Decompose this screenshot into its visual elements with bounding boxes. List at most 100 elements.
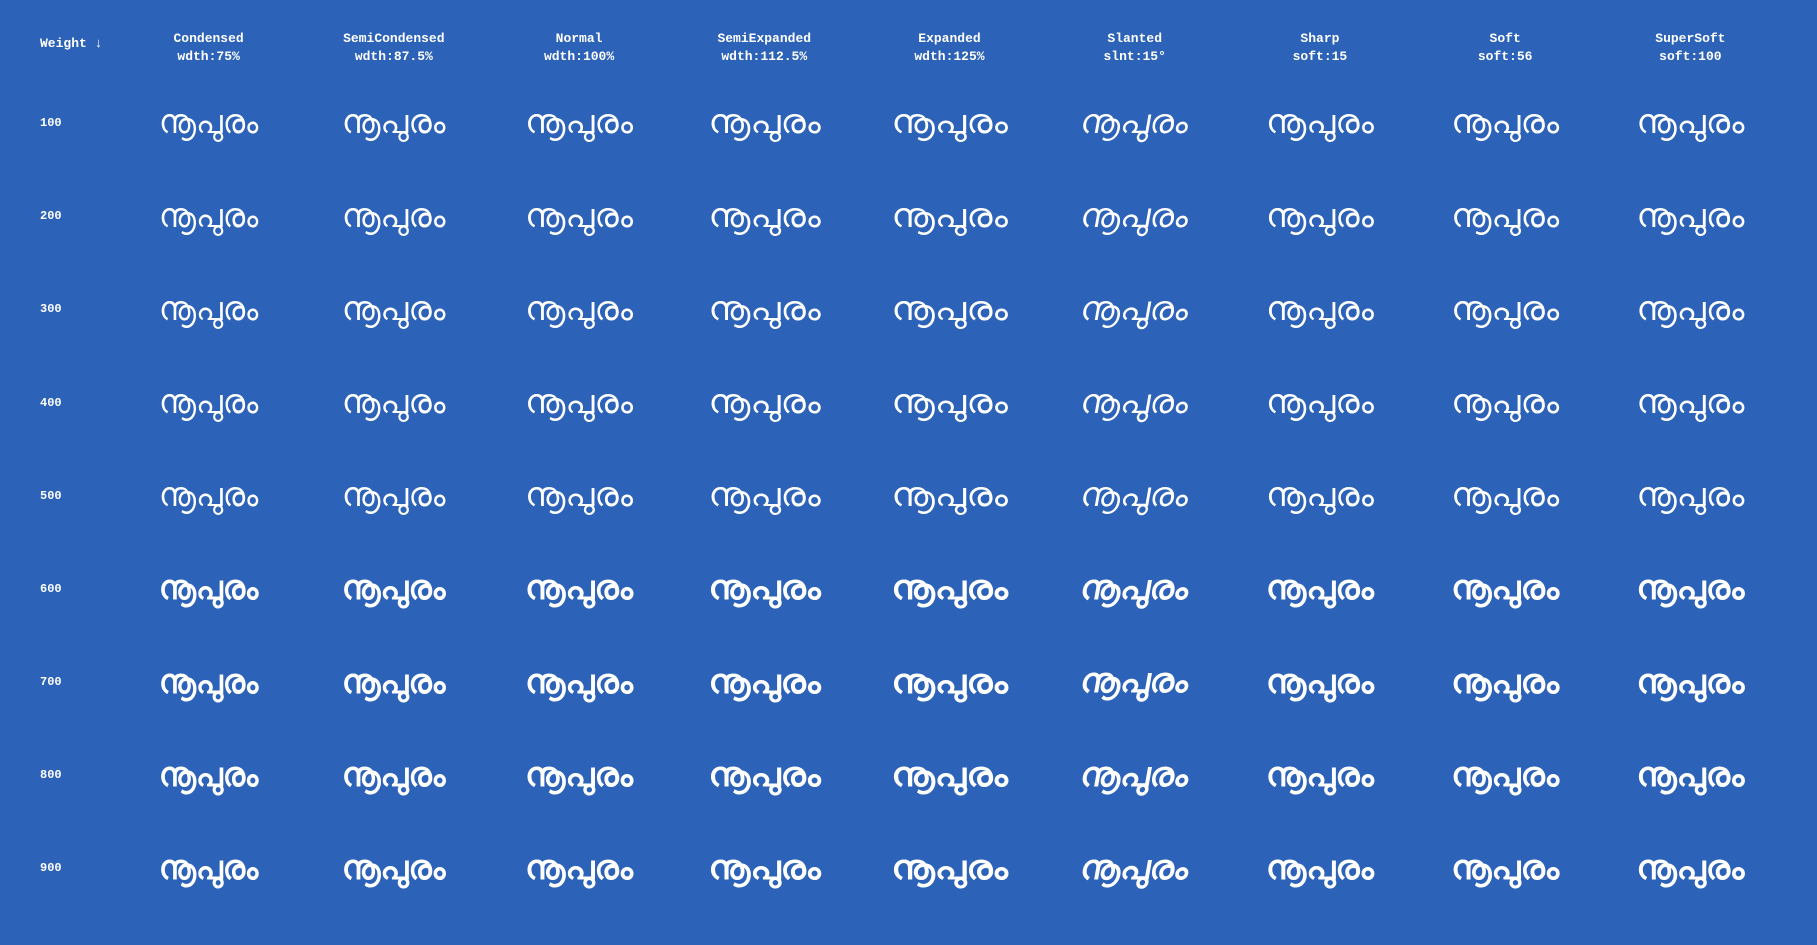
specimen-cell: നൂപുരം bbox=[674, 263, 854, 356]
specimen-cell: നൂപുരം bbox=[311, 76, 477, 169]
specimen-cell: നൂപുരം bbox=[1040, 542, 1230, 635]
specimen-cell: നൂപുരം bbox=[856, 356, 1043, 449]
row-header-300: 300 bbox=[40, 263, 110, 356]
specimen-cell: നൂപുരം bbox=[674, 449, 854, 542]
specimen-cell: നൂപുരം bbox=[1604, 729, 1777, 822]
specimen-cell: നൂപുരം bbox=[129, 170, 288, 263]
specimen-cell: നൂപുരം bbox=[1040, 356, 1230, 449]
specimen-cell: നൂപുരം bbox=[1233, 449, 1406, 542]
col-header-expanded: Expandedwdth:125% bbox=[863, 30, 1036, 76]
specimen-cell: നൂപുരം bbox=[129, 263, 288, 356]
col-subtitle: soft:100 bbox=[1604, 48, 1777, 66]
specimen-cell: നൂപുരം bbox=[1040, 449, 1230, 542]
specimen-cell: നൂപുരം bbox=[1040, 729, 1230, 822]
specimen-cell: നൂപുരം bbox=[492, 170, 665, 263]
specimen-cell: നൂപുരം bbox=[1604, 542, 1777, 635]
col-subtitle: wdth:87.5% bbox=[307, 48, 480, 66]
specimen-cell: നൂപുരം bbox=[311, 542, 477, 635]
col-header-semicondensed: SemiCondensedwdth:87.5% bbox=[307, 30, 480, 76]
specimen-cell: നൂപുരം bbox=[674, 635, 854, 728]
specimen-cell: നൂപുരം bbox=[856, 822, 1043, 915]
col-title: Slanted bbox=[1048, 30, 1221, 48]
specimen-cell: നൂപുരം bbox=[129, 449, 288, 542]
col-subtitle: wdth:100% bbox=[492, 48, 665, 66]
specimen-cell: നൂപുരം bbox=[1419, 449, 1592, 542]
specimen-cell: നൂപുരം bbox=[674, 729, 854, 822]
specimen-cell: നൂപുരം bbox=[674, 822, 854, 915]
specimen-cell: നൂപുരം bbox=[492, 356, 665, 449]
col-title: SemiExpanded bbox=[678, 30, 851, 48]
specimen-cell: നൂപുരം bbox=[1040, 822, 1230, 915]
specimen-cell: നൂപുരം bbox=[1233, 356, 1406, 449]
col-header-semiexpanded: SemiExpandedwdth:112.5% bbox=[678, 30, 851, 76]
row-header-700: 700 bbox=[40, 635, 110, 728]
specimen-cell: നൂപുരം bbox=[311, 170, 477, 263]
col-subtitle: slnt:15° bbox=[1048, 48, 1221, 66]
specimen-cell: നൂപുരം bbox=[1419, 822, 1592, 915]
col-subtitle: soft:15 bbox=[1233, 48, 1406, 66]
specimen-cell: നൂപുരം bbox=[674, 356, 854, 449]
specimen-cell: നൂപുരം bbox=[311, 822, 477, 915]
specimen-cell: നൂപുരം bbox=[311, 449, 477, 542]
col-header-condensed: Condensedwdth:75% bbox=[122, 30, 295, 76]
row-header-500: 500 bbox=[40, 449, 110, 542]
specimen-cell: നൂപുരം bbox=[1233, 729, 1406, 822]
col-header-sharp: Sharpsoft:15 bbox=[1233, 30, 1406, 76]
col-title: Normal bbox=[492, 30, 665, 48]
row-header-200: 200 bbox=[40, 170, 110, 263]
specimen-cell: നൂപുരം bbox=[1233, 635, 1406, 728]
specimen-cell: നൂപുരം bbox=[1233, 542, 1406, 635]
specimen-cell: നൂപുരം bbox=[1604, 635, 1777, 728]
col-title: Expanded bbox=[863, 30, 1036, 48]
row-header-800: 800 bbox=[40, 729, 110, 822]
specimen-cell: നൂപുരം bbox=[129, 356, 288, 449]
col-title: Condensed bbox=[122, 30, 295, 48]
specimen-cell: നൂപുരം bbox=[856, 449, 1043, 542]
specimen-cell: നൂപുരം bbox=[492, 635, 665, 728]
col-subtitle: wdth:125% bbox=[863, 48, 1036, 66]
specimen-cell: നൂപുരം bbox=[1233, 76, 1406, 169]
specimen-cell: നൂപുരം bbox=[856, 635, 1043, 728]
specimen-cell: നൂപുരം bbox=[856, 729, 1043, 822]
specimen-cell: നൂപുരം bbox=[129, 822, 288, 915]
specimen-cell: നൂപുരം bbox=[129, 76, 288, 169]
specimen-cell: നൂപുരം bbox=[311, 635, 477, 728]
col-title: SuperSoft bbox=[1604, 30, 1777, 48]
specimen-cell: നൂപുരം bbox=[492, 729, 665, 822]
specimen-cell: നൂപുരം bbox=[1604, 76, 1777, 169]
specimen-cell: നൂപുരം bbox=[856, 542, 1043, 635]
specimen-cell: നൂപുരം bbox=[1419, 263, 1592, 356]
specimen-cell: നൂപുരം bbox=[1419, 170, 1592, 263]
specimen-cell: നൂപുരം bbox=[856, 170, 1043, 263]
specimen-cell: നൂപുരം bbox=[674, 76, 854, 169]
specimen-cell: നൂപുരം bbox=[311, 356, 477, 449]
specimen-cell: നൂപുരം bbox=[674, 170, 854, 263]
font-specimen-grid: Weight ↓ Condensedwdth:75%SemiCondensedw… bbox=[40, 30, 1777, 915]
specimen-cell: നൂപുരം bbox=[1040, 263, 1230, 356]
specimen-cell: നൂപുരം bbox=[1419, 729, 1592, 822]
col-title: Sharp bbox=[1233, 30, 1406, 48]
specimen-cell: നൂപുരം bbox=[1233, 263, 1406, 356]
specimen-cell: നൂപുരം bbox=[1419, 542, 1592, 635]
col-header-normal: Normalwdth:100% bbox=[492, 30, 665, 76]
col-header-slanted: Slantedslnt:15° bbox=[1048, 30, 1221, 76]
specimen-cell: നൂപുരം bbox=[1604, 263, 1777, 356]
specimen-cell: നൂപുരം bbox=[1604, 356, 1777, 449]
specimen-cell: നൂപുരം bbox=[311, 263, 477, 356]
specimen-cell: നൂപുരം bbox=[1604, 822, 1777, 915]
row-header-600: 600 bbox=[40, 542, 110, 635]
specimen-cell: നൂപുരം bbox=[674, 542, 854, 635]
col-subtitle: wdth:75% bbox=[122, 48, 295, 66]
specimen-cell: നൂപുരം bbox=[1233, 170, 1406, 263]
specimen-cell: നൂപുരം bbox=[129, 635, 288, 728]
specimen-cell: നൂപുരം bbox=[492, 263, 665, 356]
specimen-cell: നൂപുരം bbox=[492, 542, 665, 635]
col-title: Soft bbox=[1419, 30, 1592, 48]
col-header-supersoft: SuperSoftsoft:100 bbox=[1604, 30, 1777, 76]
specimen-cell: നൂപുരം bbox=[492, 449, 665, 542]
col-subtitle: soft:56 bbox=[1419, 48, 1592, 66]
specimen-cell: നൂപുരം bbox=[492, 76, 665, 169]
specimen-cell: നൂപുരം bbox=[856, 76, 1043, 169]
row-header-400: 400 bbox=[40, 356, 110, 449]
col-title: SemiCondensed bbox=[307, 30, 480, 48]
